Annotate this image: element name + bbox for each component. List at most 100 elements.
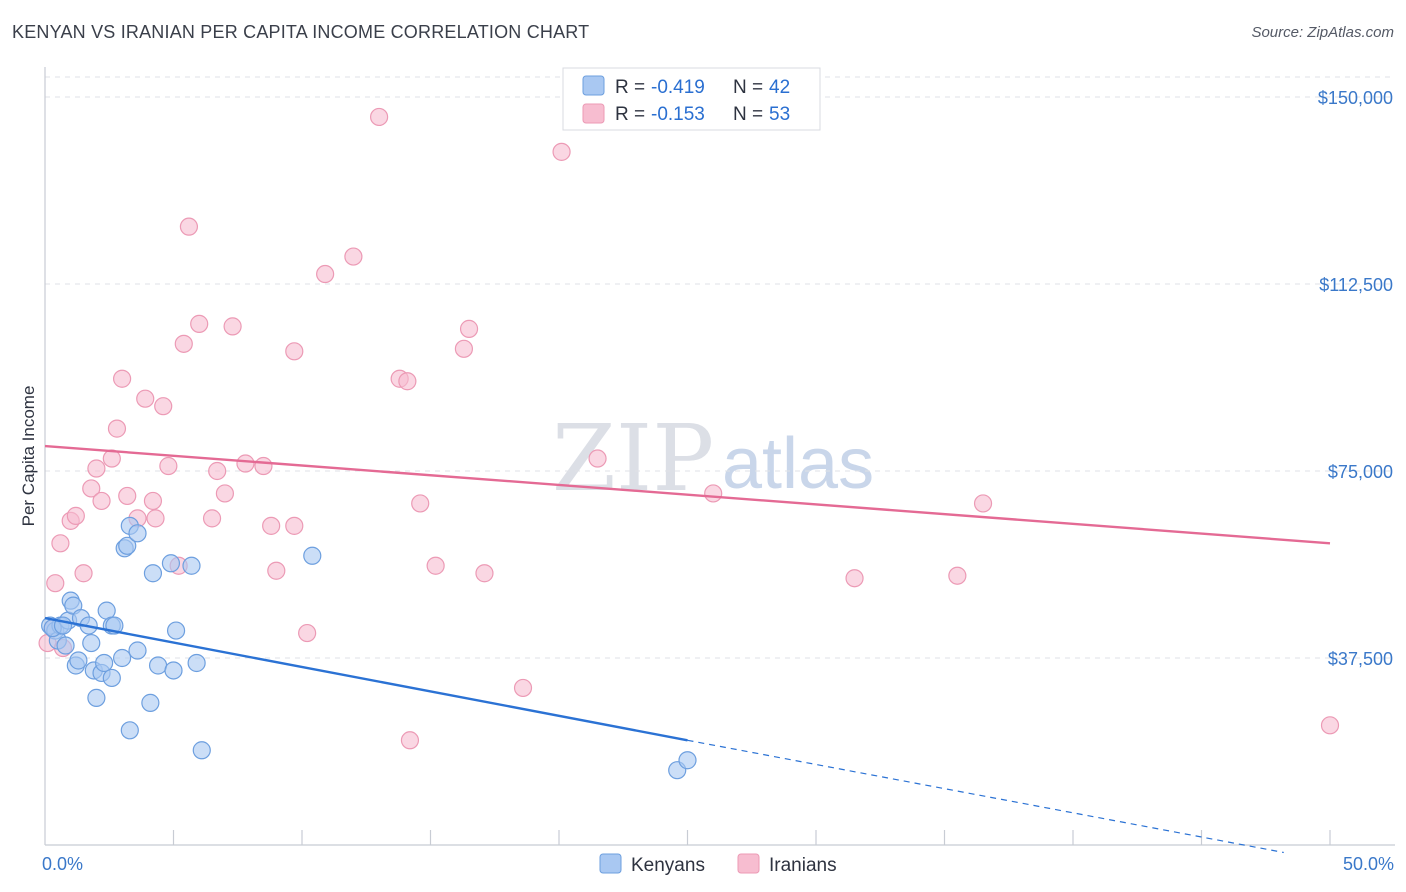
data-point <box>948 566 967 585</box>
legend-box <box>562 67 821 131</box>
bottom-legend: Kenyans Iranians <box>599 853 837 876</box>
trend-line-iranians <box>44 444 1331 545</box>
data-point <box>370 107 389 127</box>
data-point <box>112 648 132 668</box>
data-point <box>51 534 70 553</box>
data-point <box>159 456 178 476</box>
data-point <box>704 484 723 503</box>
data-point <box>454 339 474 358</box>
bottom-legend-swatch-kenyans <box>599 853 622 874</box>
x-tick-label-max: 50.0% <box>1343 854 1394 874</box>
data-point <box>95 653 114 673</box>
data-point <box>303 546 322 565</box>
data-point <box>678 751 697 770</box>
data-point <box>143 564 163 583</box>
data-point <box>208 461 227 481</box>
data-point <box>161 554 181 573</box>
bottom-legend-swatch-iranians <box>737 853 760 874</box>
data-point <box>120 721 139 740</box>
data-point <box>74 564 93 583</box>
legend-r-label-kenyans: R = <box>615 77 645 98</box>
legend-r-iranians: -0.153 <box>651 104 705 125</box>
data-point <box>187 653 206 673</box>
data-point <box>285 342 304 361</box>
data-point <box>426 556 445 575</box>
y-axis-label: Per Capita Income <box>19 386 38 527</box>
data-point <box>973 494 993 513</box>
data-point <box>411 494 430 513</box>
chart-title: KENYAN VS IRANIAN PER CAPITA INCOME CORR… <box>12 22 590 42</box>
data-point <box>112 369 132 388</box>
axes <box>44 67 1395 846</box>
data-point <box>215 484 234 503</box>
data-point <box>267 561 286 580</box>
legend-swatch-kenyans <box>582 75 605 96</box>
chart-source: Source: ZipAtlas.com <box>1251 24 1394 41</box>
data-point <box>146 509 165 528</box>
data-point <box>298 623 317 643</box>
data-point <box>182 556 201 575</box>
legend-swatch-iranians <box>582 103 605 124</box>
legend-n-label-iranians: N = <box>733 104 763 125</box>
data-point <box>118 486 137 506</box>
y-tick-label: $75,000 <box>1328 462 1393 482</box>
data-point <box>143 491 163 511</box>
data-point <box>154 397 173 416</box>
legend-n-label-kenyans: N = <box>733 77 763 98</box>
data-point <box>254 456 273 476</box>
data-point <box>179 217 199 236</box>
data-point <box>1320 716 1340 735</box>
trend-line-kenyans <box>44 616 688 742</box>
data-point <box>56 636 75 655</box>
y-tick-label: $37,500 <box>1328 649 1393 669</box>
data-point <box>223 317 242 336</box>
data-point <box>262 516 281 535</box>
data-point <box>202 509 222 528</box>
data-point <box>845 569 864 588</box>
x-tick-label-min: 0.0% <box>42 854 83 874</box>
data-point <box>128 524 147 543</box>
y-tick-labels: $37,500 $75,000 $112,500 $150,000 <box>1318 88 1393 669</box>
trend-line-kenyans-extension <box>687 739 1284 854</box>
legend-n-kenyans: 42 <box>769 77 790 98</box>
data-point <box>192 741 211 760</box>
trend-lines <box>44 444 1331 854</box>
data-point <box>475 564 494 583</box>
legend: R = -0.419 N = 42 R = -0.153 N = 53 <box>562 67 821 131</box>
watermark-atlas: atlas <box>722 424 874 504</box>
data-point <box>588 449 607 468</box>
data-point <box>236 454 255 473</box>
data-point <box>92 491 111 511</box>
x-ticks <box>172 830 1331 845</box>
data-point <box>459 319 479 338</box>
data-point <box>82 633 101 653</box>
data-point <box>190 314 209 333</box>
data-point <box>164 661 183 680</box>
data-point <box>398 372 417 391</box>
data-point <box>166 621 186 640</box>
data-point <box>66 506 85 525</box>
gridlines <box>45 76 1395 659</box>
data-point <box>87 459 106 478</box>
data-point <box>46 574 65 593</box>
data-point <box>107 419 127 438</box>
data-point <box>118 536 137 555</box>
data-point <box>102 668 121 688</box>
data-point <box>552 142 571 161</box>
data-point <box>128 641 147 660</box>
data-point <box>174 334 193 353</box>
data-point <box>136 389 155 408</box>
legend-r-kenyans: -0.419 <box>651 77 705 98</box>
bottom-legend-label-kenyans: Kenyans <box>631 855 705 876</box>
data-point <box>344 247 363 266</box>
data-point <box>285 516 304 535</box>
y-tick-label: $112,500 <box>1319 275 1393 295</box>
data-point <box>148 656 168 675</box>
data-point <box>400 731 420 750</box>
data-point <box>87 688 106 707</box>
data-point <box>82 479 101 498</box>
legend-r-label-iranians: R = <box>615 104 645 125</box>
data-point <box>513 678 533 698</box>
data-point <box>141 693 160 712</box>
